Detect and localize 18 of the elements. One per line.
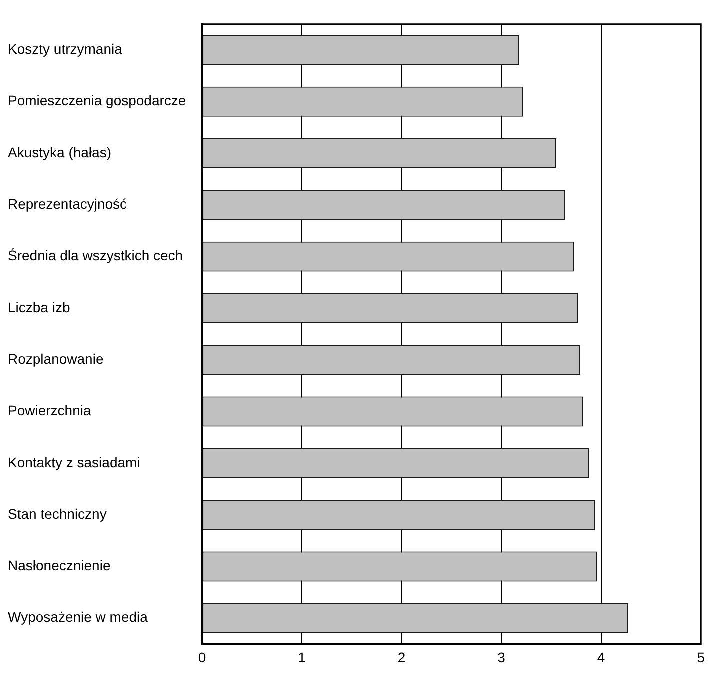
x-tick-label: 1 [298, 649, 306, 666]
y-tick-label: Nasłonecznienie [8, 558, 111, 574]
y-tick-label: Liczba izb [8, 299, 70, 316]
y-tick-label: Koszty utrzymania [8, 41, 123, 58]
y-tick-label: Średnia dla wszystkich cech [8, 248, 184, 264]
x-tick-label: 4 [597, 649, 606, 666]
y-tick-label: Stan techniczny [8, 506, 107, 522]
x-tick-label: 5 [697, 649, 706, 666]
x-tick-label: 0 [198, 649, 206, 666]
y-tick-label: Pomieszczenia gospodarcze [8, 92, 186, 109]
y-tick-label: Akustyka (hałas) [8, 144, 112, 160]
x-tick-label: 3 [498, 649, 506, 666]
x-tick-label: 2 [398, 649, 406, 666]
y-tick-label: Wyposażenie w media [8, 609, 148, 626]
y-tick-label: Kontakty z sasiadami [8, 454, 140, 470]
y-tick-label: Rozplanowanie [8, 350, 104, 367]
y-tick-label: Powierzchnia [8, 402, 92, 419]
y-tick-label: Reprezentacyjność [8, 196, 128, 212]
